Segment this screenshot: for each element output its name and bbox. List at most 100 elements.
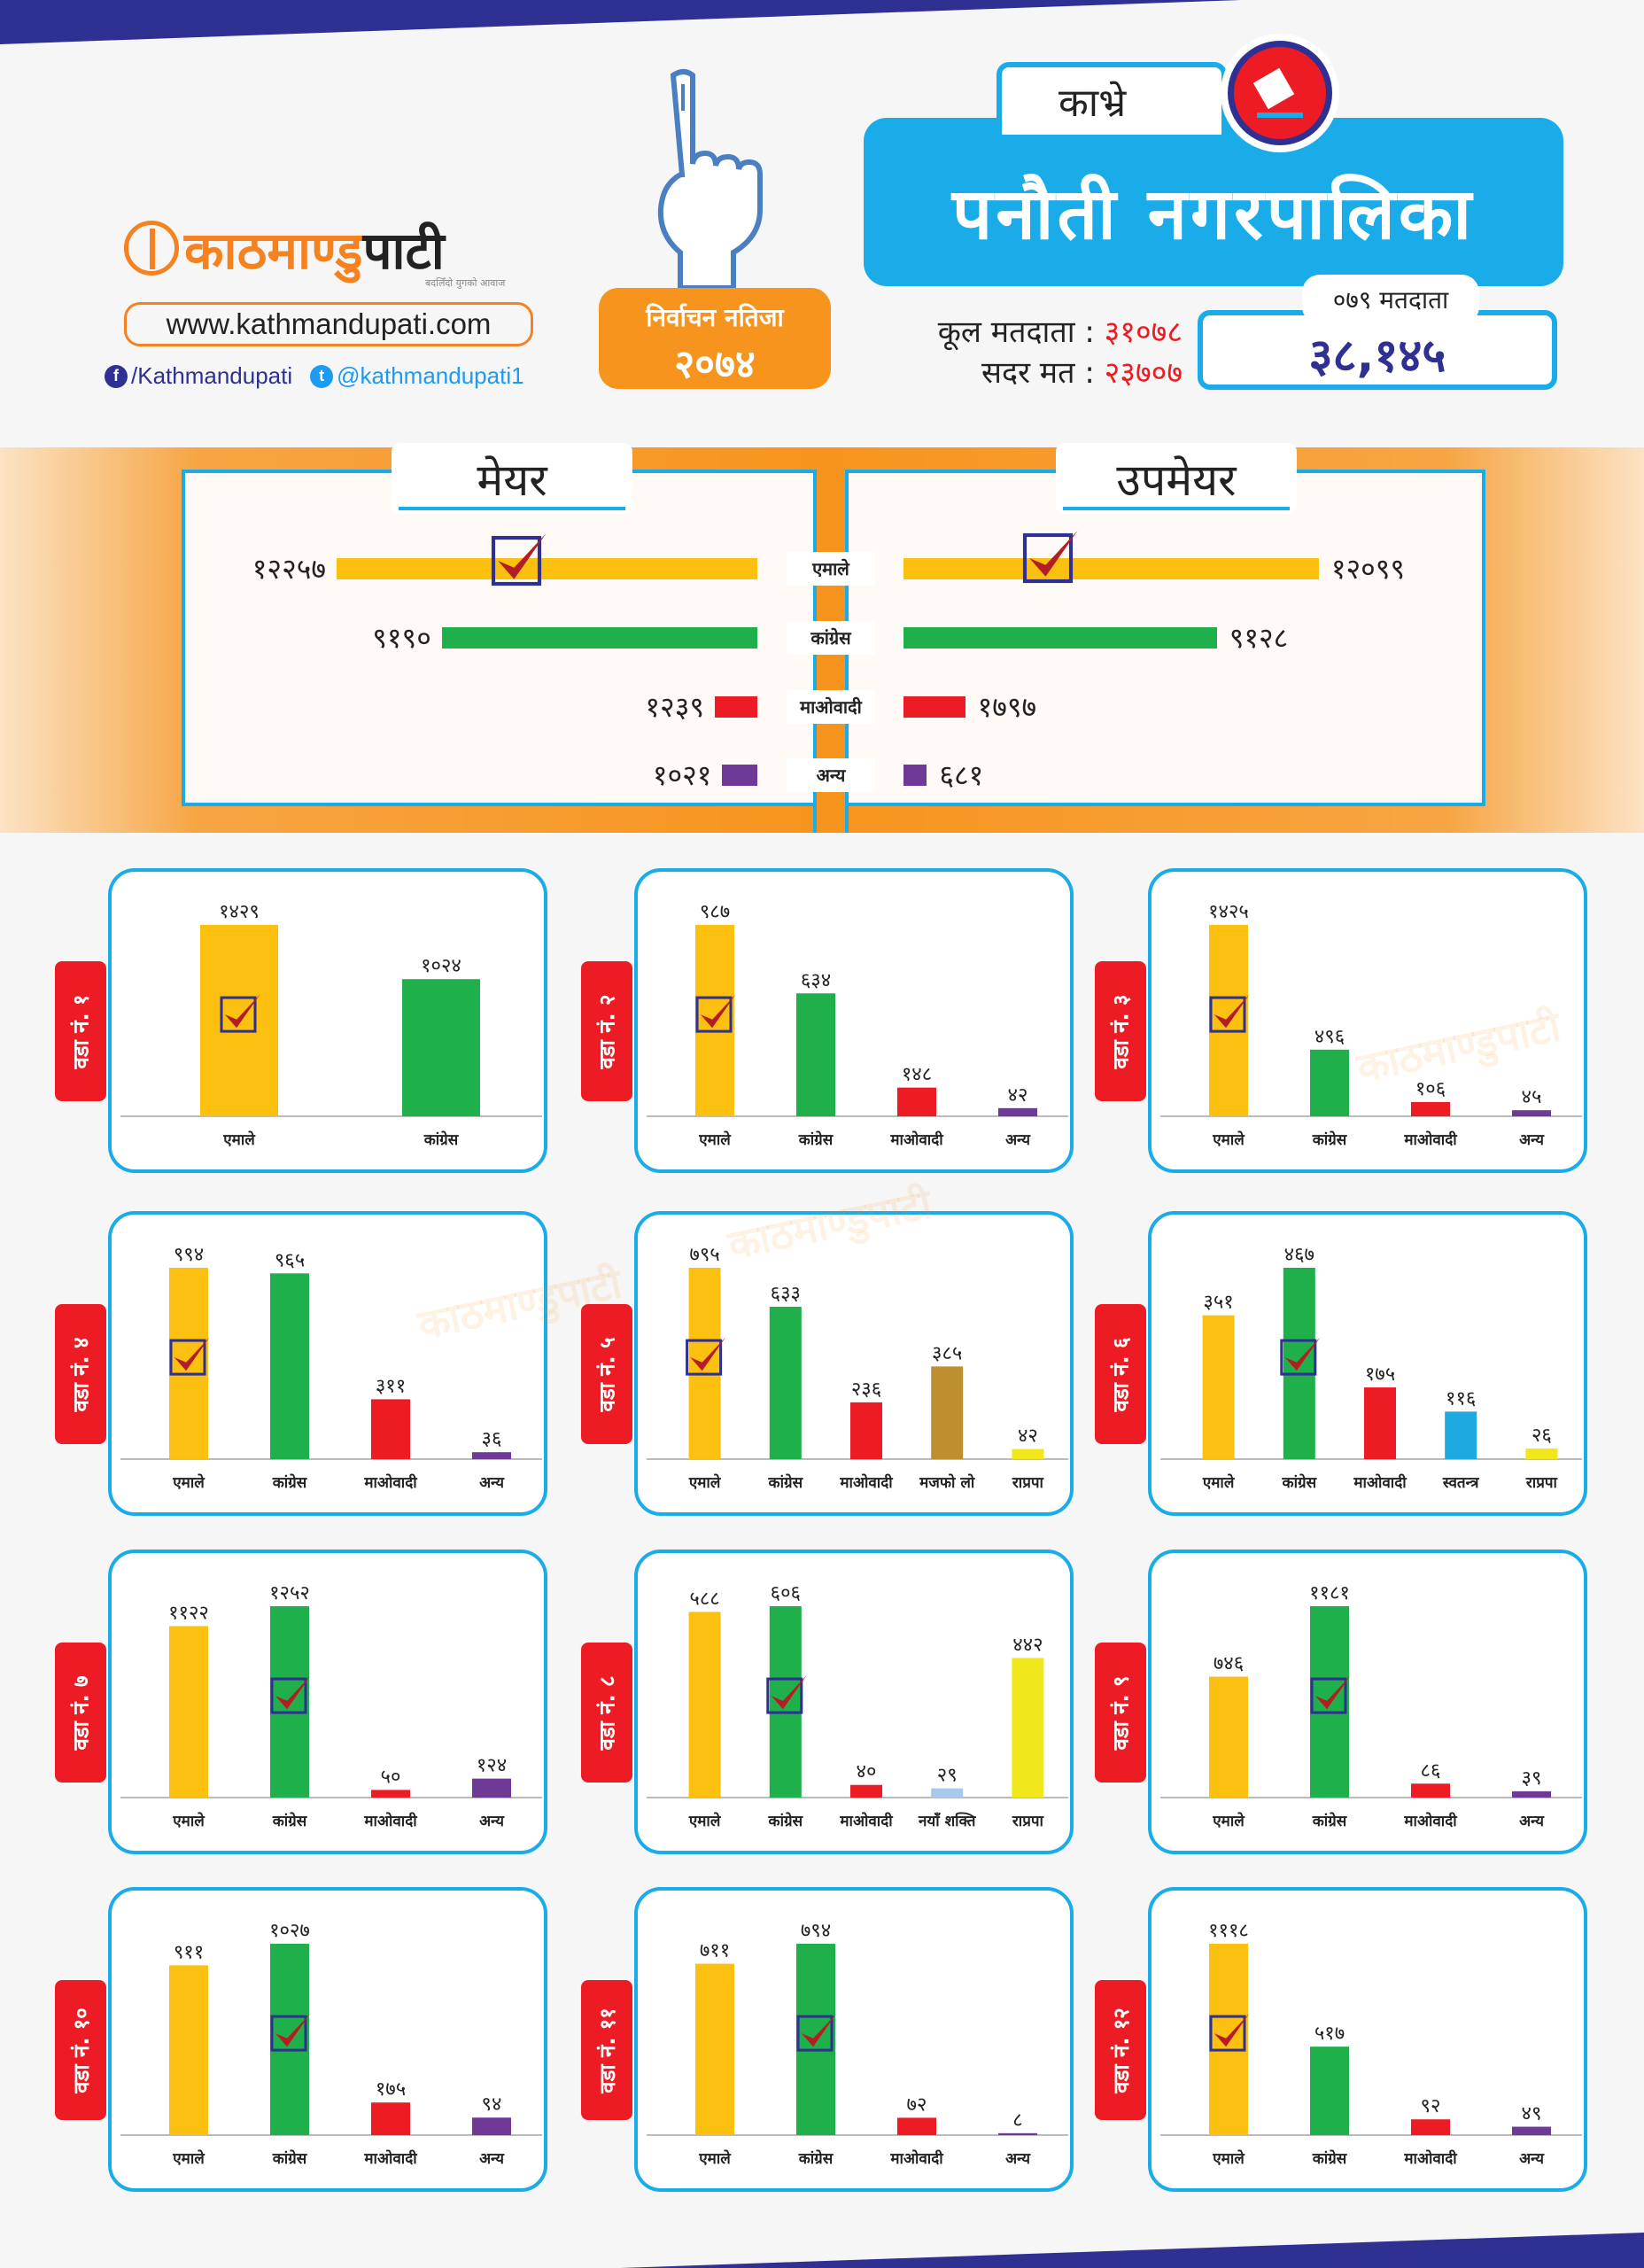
winner-check-icon bbox=[491, 532, 547, 586]
party-label: कांग्रेस bbox=[787, 621, 875, 655]
ward-party-label: कांग्रेस bbox=[798, 1130, 834, 1149]
ward-card: १११८ एमाले ५१७ कांग्रेस ९२ माओवादी ४९ अन्य bbox=[1148, 1887, 1587, 2192]
winner-check-icon bbox=[270, 1675, 311, 1714]
ward-bar-value: ८६ bbox=[1421, 1759, 1441, 1782]
ward-bar bbox=[371, 1399, 410, 1459]
ward-bar bbox=[1411, 1101, 1450, 1116]
ward-bar bbox=[1445, 1411, 1477, 1459]
ward-bar bbox=[998, 1107, 1037, 1116]
facebook-link[interactable]: f /Kathmandupati bbox=[105, 362, 292, 390]
ward-card: ७४६ एमाले ११८१ कांग्रेस ८६ माओवादी ३९ अन्य bbox=[1148, 1550, 1587, 1854]
ward-number-tag: वडा नं. ३ bbox=[1095, 961, 1146, 1101]
ward-bar-value: ७९४ bbox=[801, 1920, 831, 1942]
top-decor-stripe bbox=[0, 0, 1240, 44]
ward-bar bbox=[270, 1273, 309, 1459]
ward-bar bbox=[472, 1452, 511, 1459]
mayor-bar bbox=[722, 765, 757, 786]
ward-bar-chart: ३५१ एमाले ४६७ कांग्रेस १७५ माओवादी ११६ स्वतन्त्… bbox=[1160, 1244, 1582, 1492]
deputy-bar bbox=[903, 558, 1319, 579]
ward-bar-value: ८ bbox=[1012, 2109, 1022, 2132]
ward-party-label: एमाले bbox=[222, 1130, 256, 1149]
ward-card: ९११ एमाले १०२७ कांग्रेस १७५ माओवादी ९४ अन्य bbox=[108, 1887, 547, 2192]
ward-bar-chart: ९९४ एमाले ९६५ कांग्रेस ३११ माओवादी ३६ अन्य bbox=[120, 1244, 542, 1492]
ward-party-label: माओवादी bbox=[1353, 1473, 1407, 1492]
ward-bar-value: ५० bbox=[381, 1766, 401, 1788]
ward-bar-value: ९९४ bbox=[174, 1244, 204, 1266]
ward-bar bbox=[1012, 1449, 1044, 1459]
ward-bar-value: ७९५ bbox=[689, 1244, 719, 1266]
ward-card: ९९४ एमाले ९६५ कांग्रेस ३११ माओवादी ३६ अन्य bbox=[108, 1211, 547, 1516]
ward-party-label: राप्रपा bbox=[1012, 1474, 1044, 1492]
ward-bar bbox=[402, 979, 480, 1116]
ward-bar bbox=[850, 1402, 882, 1459]
ward-bar-chart: ७४६ एमाले ११८१ कांग्रेस ८६ माओवादी ३९ अन्य bbox=[1160, 1582, 1582, 1830]
ward-party-label: अन्य bbox=[1005, 2150, 1031, 2168]
ward-number-tag: वडा नं. १२ bbox=[1095, 1980, 1146, 2120]
ward-bar-value: ४६७ bbox=[1284, 1244, 1314, 1266]
winner-check-icon bbox=[1022, 530, 1078, 584]
ward-bar-value: ९८७ bbox=[700, 901, 730, 923]
winner-check-icon bbox=[491, 532, 547, 586]
winner-check-icon bbox=[1209, 994, 1250, 1033]
brand-logo[interactable]: काठमाण्डु पाटी bbox=[124, 213, 531, 284]
ward-bar-chart: १११८ एमाले ५१७ कांग्रेस ९२ माओवादी ४९ अन्य bbox=[1160, 1920, 1582, 2168]
ward-party-label: एमाले bbox=[1212, 1812, 1245, 1830]
ward-card: ५८८ एमाले ६०६ कांग्रेस ४० माओवादी २९ नयाँ शक्ति… bbox=[634, 1550, 1074, 1854]
ward-bar-chart: ७११ एमाले ७९४ कांग्रेस ७२ माओवादी ८ अन्य bbox=[647, 1920, 1068, 2168]
ward-party-label: माओवादी bbox=[1403, 1812, 1457, 1830]
ward-bar-value: ६०६ bbox=[771, 1582, 801, 1604]
ward-bar bbox=[1512, 1790, 1551, 1798]
website-link[interactable]: www.kathmandupati.com bbox=[124, 302, 533, 346]
ward-bar-value: १११८ bbox=[1208, 1920, 1249, 1942]
ward-bar bbox=[371, 1790, 410, 1798]
ward-bar bbox=[1364, 1387, 1396, 1459]
ward-party-label: कांग्रेस bbox=[1312, 2149, 1348, 2168]
ward-number: वडा नं. १२ bbox=[1108, 2007, 1134, 2093]
ward-bar-value: १४२९ bbox=[219, 901, 260, 923]
deputy-bar-value: १२०९९ bbox=[1330, 552, 1406, 586]
ward-bar-value: ३६ bbox=[482, 1428, 502, 1450]
ward-bar-value: ९६५ bbox=[275, 1249, 305, 1271]
ward-card: ७११ एमाले ७९४ कांग्रेस ७२ माओवादी ८ अन्य bbox=[634, 1887, 1074, 2192]
ward-number: वडा नं. ८ bbox=[594, 1674, 620, 1751]
ward-bar-value: ७२ bbox=[907, 2093, 927, 2116]
brand-name-part1: काठमाण्डु bbox=[184, 220, 363, 281]
ward-number: वडा नं. ६ bbox=[1108, 1336, 1134, 1412]
deputy-bar-value: १७९७ bbox=[977, 690, 1037, 724]
brand-block: काठमाण्डु पाटी बदलिँदो युगको आवाज www.kat… bbox=[105, 213, 533, 390]
deputy-bar-value: ६८१ bbox=[939, 758, 984, 792]
deputy-bar bbox=[903, 696, 965, 718]
ward-bar-value: २६ bbox=[1532, 1425, 1552, 1447]
result-badge-year: २०७४ bbox=[674, 342, 756, 387]
ward-bar bbox=[169, 1965, 208, 2135]
ward-party-label: माओवादी bbox=[1403, 2149, 1457, 2168]
ward-party-label: माओवादी bbox=[363, 1812, 417, 1830]
ward-bar bbox=[1411, 2119, 1450, 2135]
ward-bar bbox=[695, 1963, 734, 2135]
result-badge-title: निर्वाचन नतिजा bbox=[646, 303, 784, 332]
ward-bar bbox=[169, 1626, 208, 1798]
voting-finger-icon bbox=[657, 69, 763, 288]
facebook-icon: f bbox=[105, 364, 128, 388]
mayor-bar bbox=[441, 627, 757, 649]
ward-bar-value: १२४ bbox=[477, 1755, 507, 1777]
brand-tagline: बदलिँदो युगको आवाज bbox=[425, 277, 506, 289]
party-label: एमाले bbox=[787, 552, 875, 586]
ward-bar-chart: ७९५ एमाले ६३३ कांग्रेस २३६ माओवादी ३८५ मजफो लो ४… bbox=[647, 1244, 1068, 1492]
ward-bar bbox=[931, 1788, 964, 1798]
ward-bar-value: १०२७ bbox=[269, 1920, 310, 1942]
winner-check-icon bbox=[1310, 1675, 1351, 1714]
ward-card: ९८७ एमाले ६३४ कांग्रेस १४८ माओवादी ४२ अन्य bbox=[634, 868, 1074, 1173]
ward-party-label: नयाँ शक्ति bbox=[918, 1812, 977, 1830]
twitter-link[interactable]: t @kathmandupati1 bbox=[310, 362, 524, 390]
winner-check-icon bbox=[766, 1675, 807, 1714]
ward-bar-value: ७४६ bbox=[1214, 1653, 1244, 1675]
ward-party-label: कांग्रेस bbox=[768, 1473, 804, 1492]
ward-bar bbox=[688, 1612, 721, 1798]
ward-bar-value: ४४२ bbox=[1012, 1634, 1043, 1656]
ward-party-label: राप्रपा bbox=[1012, 1813, 1044, 1830]
ward-party-label: माओवादी bbox=[889, 2149, 943, 2168]
ward-bar-value: ५८८ bbox=[689, 1588, 719, 1610]
ward-party-label: एमाले bbox=[688, 1812, 722, 1830]
ward-party-label: कांग्रेस bbox=[768, 1812, 804, 1830]
